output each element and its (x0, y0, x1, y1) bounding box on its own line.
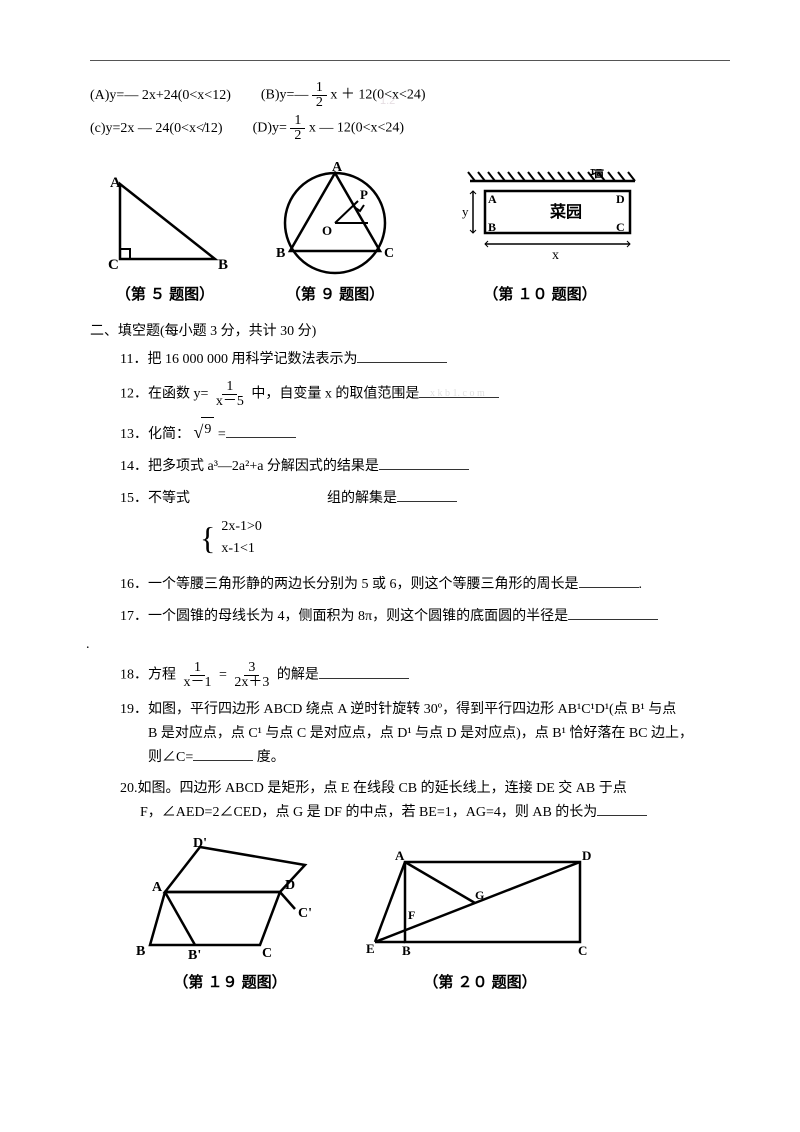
svg-text:A: A (332, 161, 343, 175)
svg-text:F: F (408, 908, 415, 922)
figure-19: A B C D B' C' D' （第 １９ 题图） (130, 837, 330, 992)
svg-text:A: A (152, 880, 163, 895)
svg-text:C: C (578, 943, 587, 958)
svg-text:A: A (395, 848, 405, 863)
opt-b: (B)y=— 12 x ＋ 12(0<x<24) (261, 81, 426, 110)
watermark: 1.2 (380, 95, 395, 107)
svg-text:E: E (366, 941, 375, 956)
svg-text:B: B (276, 246, 285, 261)
fig5-caption: （第 ５ 题图） (100, 283, 230, 304)
q14: 14．把多项式 a³—2a²+a 分解因式的结果是 (120, 455, 730, 479)
svg-text:B: B (488, 220, 496, 234)
q19: 19．如图，平行四边形 ABCD 绕点 A 逆时针旋转 30º，得到平行四边形 … (120, 698, 730, 769)
opt-a: (A)y=— 2x+24(0<x<12) (90, 88, 231, 104)
svg-text:C: C (384, 246, 394, 261)
q16: 16．一个等腰三角形静的两边长分别为 5 或 6，则这个等腰三角形的周长是. (120, 573, 730, 597)
figure-20: A B C D E F G （第 ２０ 题图） (360, 847, 600, 992)
q15: 15．不等式 组的解集是 { 2x-1>0x-1<1 (120, 487, 730, 565)
svg-text:菜园: 菜园 (549, 202, 582, 221)
options-row-1: (A)y=— 2x+24(0<x<12) (B)y=— 12 x ＋ 12(0<… (90, 81, 730, 110)
fig19-caption: （第 １９ 题图） (130, 971, 330, 992)
stray-dot: . (86, 637, 730, 653)
fig20-caption: （第 ２０ 题图） (360, 971, 600, 992)
q13: 13．化简： √9 = (120, 417, 730, 448)
svg-text:G: G (475, 888, 484, 902)
svg-text:B: B (402, 943, 411, 958)
svg-text:D: D (616, 192, 625, 206)
q17: 17．一个圆锥的母线长为 4，侧面积为 8π，则这个圆锥的底面圆的半径是 (120, 605, 730, 629)
figure-9: A B C O P （第 ９ 题图） (260, 161, 410, 304)
svg-text:墙: 墙 (590, 169, 604, 181)
svg-text:C: C (108, 257, 119, 273)
svg-text:C: C (262, 946, 272, 961)
svg-text:O: O (322, 223, 332, 238)
q11: 11．把 16 000 000 用科学记数法表示为 (120, 348, 730, 372)
options-row-2: (c)y=2x — 24(0<x≮12) (D)y= 12 x — 12(0<x… (90, 114, 730, 143)
svg-text:P: P (360, 187, 368, 202)
svg-text:B: B (136, 944, 145, 959)
svg-text:A: A (110, 175, 121, 191)
svg-text:x: x (552, 248, 559, 263)
opt-c: (c)y=2x — 24(0<x≮12) (90, 121, 223, 137)
svg-text:D: D (582, 848, 591, 863)
svg-text:D': D' (193, 837, 207, 851)
watermark-2: x k b 1. c o m (430, 388, 485, 399)
svg-text:A: A (488, 192, 497, 206)
svg-text:D: D (285, 878, 295, 893)
svg-text:B: B (218, 257, 228, 273)
svg-text:C: C (616, 220, 625, 234)
q18: 18．方程 1x－1 = 32x＋3 的解是 (120, 661, 730, 690)
figure-5: A C B （第 ５ 题图） (100, 169, 230, 304)
fig10-caption: （第 １０ 题图） (440, 283, 640, 304)
svg-text:y: y (462, 204, 469, 219)
q12: 12．在函数 y= 1x－5 中，自变量 x 的取值范围是 (120, 380, 730, 409)
svg-text:B': B' (188, 948, 201, 963)
figure-10: 墙 A D B C 菜园 y x （第 １０ 题图） (440, 169, 640, 304)
svg-text:C': C' (298, 906, 312, 921)
section-2-title: 二、填空题(每小题 3 分，共计 30 分) (90, 320, 730, 340)
opt-d: (D)y= 12 x — 12(0<x<24) (253, 114, 404, 143)
q20: 20.如图。四边形 ABCD 是矩形，点 E 在线段 CB 的延长线上，连接 D… (120, 777, 730, 825)
fig9-caption: （第 ９ 题图） (260, 283, 410, 304)
